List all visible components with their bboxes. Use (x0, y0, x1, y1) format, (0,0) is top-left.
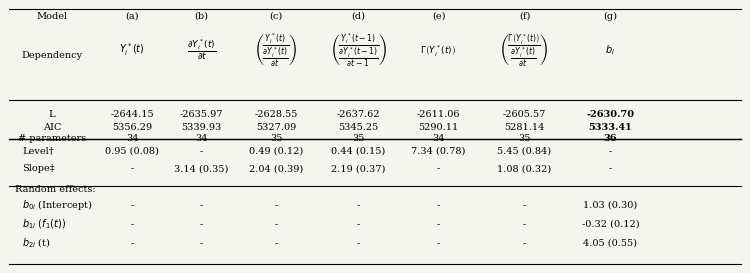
Text: $\dfrac{\partial Y_i^*(t)}{\partial t}$: $\dfrac{\partial Y_i^*(t)}{\partial t}$ (187, 38, 216, 63)
Text: $Y_i^*(t)$: $Y_i^*(t)$ (119, 41, 145, 58)
Text: $\left(\dfrac{Y_i^*(t-1)}{\dfrac{\partial Y_i^*(t-1)}{\partial t-1}}\right)$: $\left(\dfrac{Y_i^*(t-1)}{\dfrac{\partia… (331, 31, 386, 69)
Text: $\Gamma\left(Y_i^*(t)\right)$: $\Gamma\left(Y_i^*(t)\right)$ (421, 43, 457, 58)
Text: 34: 34 (432, 134, 445, 143)
Text: -: - (523, 201, 526, 210)
Text: (b): (b) (195, 12, 208, 21)
Text: -: - (130, 220, 134, 229)
Text: (d): (d) (352, 12, 365, 21)
Text: L: L (49, 110, 55, 119)
Text: $b_{0i}$ (Intercept): $b_{0i}$ (Intercept) (22, 198, 93, 212)
Text: 0.49 (0.12): 0.49 (0.12) (249, 147, 304, 156)
Text: $b_{2i}$ (t): $b_{2i}$ (t) (22, 236, 51, 250)
Text: Dependency: Dependency (22, 51, 82, 60)
Text: 5281.14: 5281.14 (504, 123, 544, 132)
Text: 5345.25: 5345.25 (338, 123, 379, 132)
Text: -: - (437, 220, 440, 229)
Text: -: - (609, 147, 612, 156)
Text: -2605.57: -2605.57 (503, 110, 546, 119)
Text: -: - (130, 239, 134, 248)
Text: 34: 34 (196, 134, 208, 143)
Text: -: - (274, 239, 278, 248)
Text: -2628.55: -2628.55 (255, 110, 298, 119)
Text: 34: 34 (126, 134, 139, 143)
Text: Random effects:: Random effects: (15, 185, 95, 194)
Text: 5327.09: 5327.09 (256, 123, 296, 132)
Text: -: - (274, 220, 278, 229)
Text: 4.05 (0.55): 4.05 (0.55) (584, 239, 638, 248)
Text: -: - (130, 164, 134, 173)
Text: -: - (130, 201, 134, 210)
Text: 2.19 (0.37): 2.19 (0.37) (332, 164, 386, 173)
Text: -: - (200, 220, 203, 229)
Text: -: - (609, 164, 612, 173)
Text: 2.04 (0.39): 2.04 (0.39) (249, 164, 304, 173)
Text: 35: 35 (518, 134, 531, 143)
Text: 1.03 (0.30): 1.03 (0.30) (584, 201, 638, 210)
Text: $b_i$: $b_i$ (605, 43, 616, 57)
Text: (a): (a) (125, 12, 139, 21)
Text: Slope‡: Slope‡ (22, 164, 55, 173)
Text: 7.34 (0.78): 7.34 (0.78) (411, 147, 466, 156)
Text: 35: 35 (352, 134, 364, 143)
Text: 1.08 (0.32): 1.08 (0.32) (497, 164, 551, 173)
Text: 3.14 (0.35): 3.14 (0.35) (175, 164, 229, 173)
Text: 5356.29: 5356.29 (112, 123, 152, 132)
Text: (e): (e) (432, 12, 445, 21)
Text: -2630.70: -2630.70 (586, 110, 634, 119)
Text: -2611.06: -2611.06 (417, 110, 460, 119)
Text: 36: 36 (604, 134, 617, 143)
Text: $\left(\dfrac{\Gamma\left(Y_i^*(t)\right)}{\dfrac{\partial Y_i^*(t)}{\partial t}: $\left(\dfrac{\Gamma\left(Y_i^*(t)\right… (500, 31, 548, 69)
Text: $\left(\dfrac{Y_i^*(t)}{\dfrac{\partial Y_i^*(t)}{\partial t}}\right)$: $\left(\dfrac{Y_i^*(t)}{\dfrac{\partial … (256, 31, 297, 69)
Text: -: - (437, 164, 440, 173)
Text: 5339.93: 5339.93 (182, 123, 222, 132)
Text: -2644.15: -2644.15 (110, 110, 154, 119)
Text: -: - (437, 239, 440, 248)
Text: 35: 35 (270, 134, 283, 143)
Text: (g): (g) (603, 12, 617, 21)
Text: -: - (200, 147, 203, 156)
Text: AIC: AIC (43, 123, 62, 132)
Text: (c): (c) (270, 12, 283, 21)
Text: -: - (274, 201, 278, 210)
Text: 5.45 (0.84): 5.45 (0.84) (497, 147, 551, 156)
Text: 5333.41: 5333.41 (589, 123, 632, 132)
Text: -: - (437, 201, 440, 210)
Text: 0.44 (0.15): 0.44 (0.15) (332, 147, 386, 156)
Text: # parameters: # parameters (18, 134, 86, 143)
Text: -: - (200, 239, 203, 248)
Text: -2635.97: -2635.97 (180, 110, 224, 119)
Text: 5290.11: 5290.11 (419, 123, 459, 132)
Text: -0.32 (0.12): -0.32 (0.12) (581, 220, 639, 229)
Text: Model: Model (37, 12, 68, 21)
Text: -: - (357, 201, 360, 210)
Text: -2637.62: -2637.62 (337, 110, 380, 119)
Text: $b_{1i}$ $(f_1(t))$: $b_{1i}$ $(f_1(t))$ (22, 218, 66, 231)
Text: Level†: Level† (22, 147, 54, 156)
Text: -: - (357, 220, 360, 229)
Text: -: - (200, 201, 203, 210)
Text: -: - (523, 220, 526, 229)
Text: -: - (523, 239, 526, 248)
Text: 0.95 (0.08): 0.95 (0.08) (105, 147, 159, 156)
Text: (f): (f) (519, 12, 530, 21)
Text: -: - (357, 239, 360, 248)
